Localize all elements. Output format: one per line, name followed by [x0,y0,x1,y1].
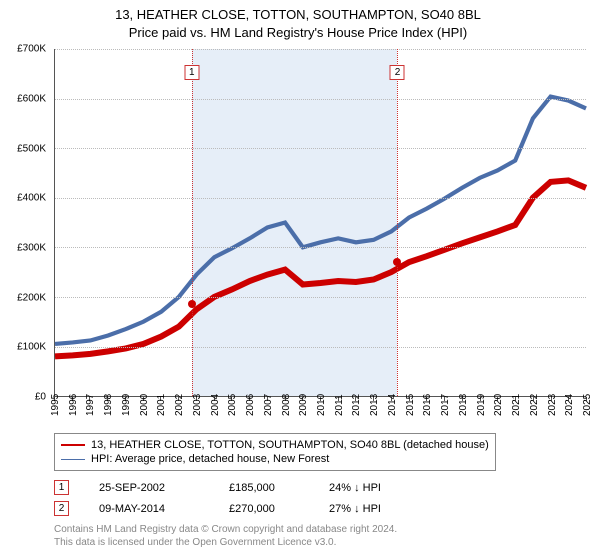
x-axis-label: 2016 [422,394,433,416]
series-line-price_paid [55,180,586,356]
y-axis-label: £100K [17,342,46,353]
chart-title: 13, HEATHER CLOSE, TOTTON, SOUTHAMPTON, … [6,6,590,41]
sale-price: £270,000 [229,503,299,515]
sale-index: 1 [54,480,69,495]
y-axis-label: £200K [17,292,46,303]
footer-line-1: Contains HM Land Registry data © Crown c… [54,523,580,536]
x-axis-label: 2022 [529,394,540,416]
sale-dot [393,258,401,266]
x-axis-label: 2001 [156,394,167,416]
gridline-h [55,49,586,50]
x-axis-label: 2023 [547,394,558,416]
sale-dot [188,300,196,308]
sale-index: 2 [54,501,69,516]
chart-area: £0£100K£200K£300K£400K£500K£600K£700K 12… [6,45,590,425]
gridline-h [55,247,586,248]
sale-marker-box: 2 [390,65,405,80]
sales-row: 1 25-SEP-2002 £185,000 24% ↓ HPI [54,477,580,498]
gridline-h [55,198,586,199]
x-axis-label: 2002 [174,394,185,416]
y-axis-label: £700K [17,44,46,55]
legend-label: HPI: Average price, detached house, New … [91,453,329,465]
x-axis-label: 2005 [227,394,238,416]
x-axis-label: 2018 [458,394,469,416]
x-axis-label: 1995 [50,394,61,416]
series-lines [55,49,586,396]
x-axis-label: 1996 [68,394,79,416]
legend-row: 13, HEATHER CLOSE, TOTTON, SOUTHAMPTON, … [61,438,489,452]
x-axis-label: 2025 [582,394,593,416]
gridline-h [55,297,586,298]
sale-price: £185,000 [229,482,299,494]
x-axis-label: 2011 [334,395,345,417]
x-axis-label: 1997 [85,394,96,416]
y-axis-labels: £0£100K£200K£300K£400K£500K£600K£700K [6,45,50,397]
x-axis-label: 2007 [263,394,274,416]
sale-delta: 24% ↓ HPI [329,482,419,494]
y-axis-label: £600K [17,93,46,104]
x-axis-label: 2013 [369,394,380,416]
footer-line-2: This data is licensed under the Open Gov… [54,536,580,549]
x-axis-label: 2024 [564,394,575,416]
sale-date: 25-SEP-2002 [99,482,199,494]
x-axis-label: 2000 [139,394,150,416]
y-axis-label: £300K [17,242,46,253]
x-axis-label: 2012 [351,394,362,416]
x-axis-label: 2003 [192,394,203,416]
x-axis-label: 1998 [103,394,114,416]
sale-date: 09-MAY-2014 [99,503,199,515]
x-axis-label: 1999 [121,394,132,416]
x-axis-label: 2015 [405,394,416,416]
x-axis-label: 2017 [440,394,451,416]
x-axis-label: 2014 [387,394,398,416]
x-axis-label: 2020 [493,394,504,416]
sales-row: 2 09-MAY-2014 £270,000 27% ↓ HPI [54,498,580,519]
legend-label: 13, HEATHER CLOSE, TOTTON, SOUTHAMPTON, … [91,439,489,451]
plot-area: 12 [54,49,586,397]
sales-table: 1 25-SEP-2002 £185,000 24% ↓ HPI 2 09-MAY-201… [54,477,580,519]
y-axis-label: £400K [17,193,46,204]
x-axis-label: 2021 [511,394,522,416]
x-axis-label: 2004 [210,394,221,416]
x-axis-label: 2010 [316,394,327,416]
gridline-h [55,99,586,100]
y-axis-label: £500K [17,143,46,154]
sale-vline [397,49,398,396]
gridline-h [55,148,586,149]
gridline-h [55,347,586,348]
x-axis-label: 2006 [245,394,256,416]
title-subtitle: Price paid vs. HM Land Registry's House … [6,24,590,42]
y-axis-label: £0 [35,392,46,403]
legend: 13, HEATHER CLOSE, TOTTON, SOUTHAMPTON, … [54,433,496,471]
sale-delta: 27% ↓ HPI [329,503,419,515]
footer-attribution: Contains HM Land Registry data © Crown c… [54,523,580,549]
sale-vline [192,49,193,396]
x-axis-label: 2009 [298,394,309,416]
legend-swatch [61,444,85,446]
series-line-hpi [55,97,586,344]
legend-swatch [61,459,85,460]
title-address: 13, HEATHER CLOSE, TOTTON, SOUTHAMPTON, … [6,6,590,24]
legend-row: HPI: Average price, detached house, New … [61,452,489,466]
x-axis-label: 2019 [476,394,487,416]
sale-marker-box: 1 [184,65,199,80]
x-axis-label: 2008 [281,394,292,416]
x-axis-labels: 1995199619971998199920002001200220032004… [54,399,586,425]
